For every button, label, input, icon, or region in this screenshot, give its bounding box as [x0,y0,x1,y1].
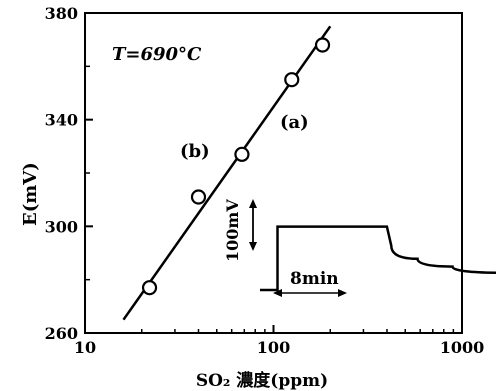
x-tick-label: 10 [74,338,96,357]
horizontal-scale-label: 8min [290,269,339,289]
y-axis-label: E(mV) [20,162,41,226]
data-points [141,37,331,296]
y-tick-label: 380 [45,4,78,23]
panel-a-label: (a) [280,112,309,133]
data-point [314,37,331,53]
data-point [190,189,207,205]
axis-ticks [84,12,463,334]
vertical-scale-bar [249,199,257,251]
vertical-scale-label: 100mV [223,199,242,262]
y-tick-label: 340 [45,111,78,130]
horizontal-scale-bar [273,289,347,297]
x-tick-label: 1000 [440,338,485,357]
x-axis-label: SO₂ 濃度(ppm) [196,370,328,391]
panel-b-label: (b) [180,141,210,162]
temperature-label: T=690°C [112,44,202,65]
data-point [234,146,250,162]
x-tick-label: 100 [257,338,290,357]
y-tick-label: 300 [45,217,78,236]
response-trace [260,225,496,292]
tick-labels: 10 100 1000 260 300 340 380 [45,4,485,357]
data-point [141,280,158,296]
y-tick-label: 260 [45,324,78,343]
data-point [284,72,300,88]
